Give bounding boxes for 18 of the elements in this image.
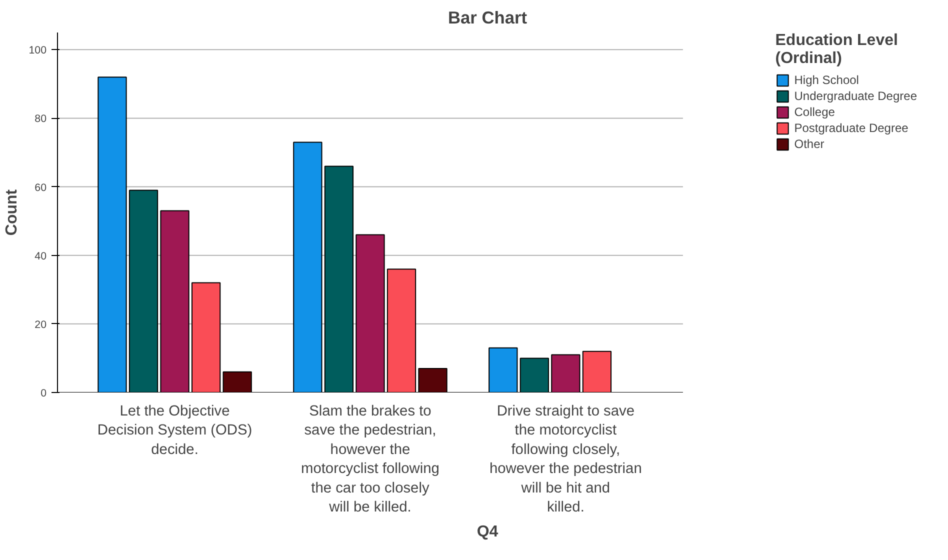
legend-label: Undergraduate Degree: [794, 89, 917, 103]
y-tick-label: 60: [34, 182, 47, 194]
x-tick-label: Let the Objective Decision System (ODS) decide.: [97, 404, 252, 458]
y-tick-label: 100: [28, 44, 47, 57]
x-tick-label: Slam the brakes to save the pedestrian, however the motorcyclist following the car too closely will be killed.: [300, 404, 440, 516]
x-axis-title: Q4: [476, 524, 498, 540]
legend-label: High School: [794, 73, 859, 87]
legend-label: College: [794, 105, 835, 119]
y-tick-label: 20: [34, 318, 47, 331]
legend-label: Other: [794, 137, 824, 151]
y-tick-label: 0: [40, 388, 47, 400]
x-tick-label: Drive straight to save the motorcyclist following closely, however the pedestrian will be hit and killed.: [490, 404, 642, 516]
chart-title: Bar Chart: [448, 8, 528, 28]
y-tick-label: 40: [34, 250, 47, 262]
legend-label: Postgraduate Degree: [794, 121, 908, 135]
y-axis-title: Count: [4, 188, 21, 236]
legend-title: Education Level (Ordinal): [775, 32, 899, 68]
y-tick-label: 80: [34, 113, 47, 126]
